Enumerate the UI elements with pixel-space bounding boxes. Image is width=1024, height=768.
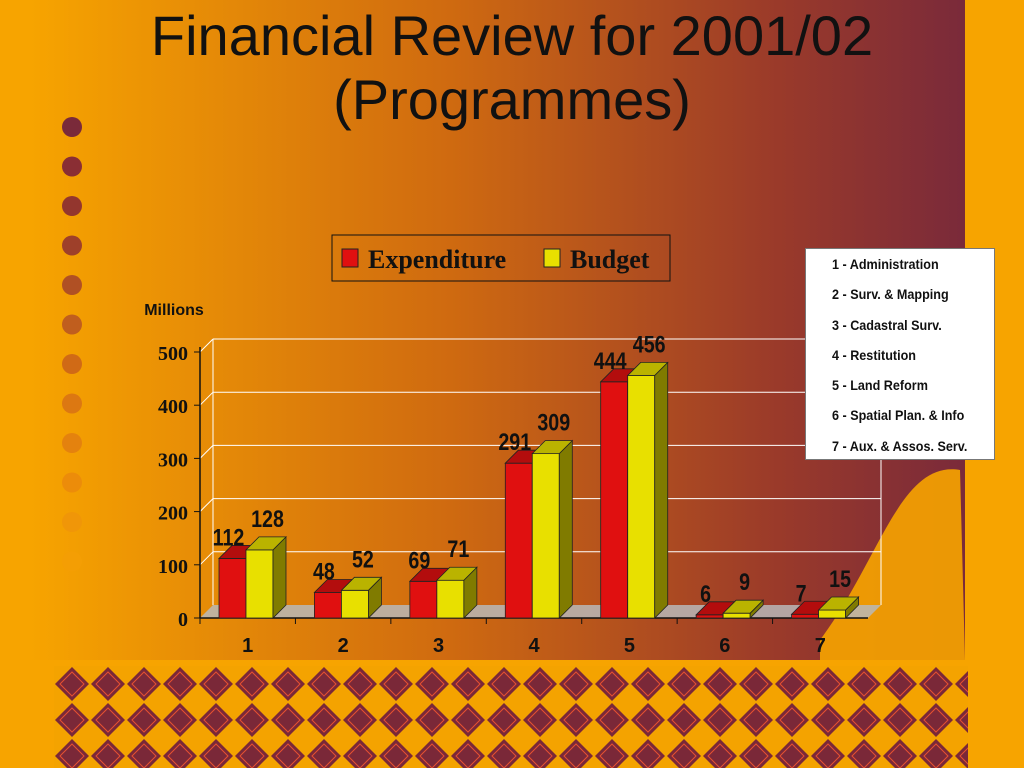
data-label-expenditure-4: 291 <box>498 428 531 455</box>
x-tick-label: 7 <box>815 635 826 657</box>
y-tick-label: 200 <box>158 503 188 525</box>
bar-budget-5 <box>627 375 656 619</box>
programme-legend: 1 - Administration 2 - Surv. & Mapping 3… <box>805 248 995 460</box>
bar-top-budget-3 <box>435 566 478 581</box>
data-label-expenditure-1: 112 <box>213 524 245 551</box>
data-label-budget-7: 15 <box>829 565 851 592</box>
bar-budget-3 <box>436 579 465 619</box>
decorative-dot <box>62 433 82 453</box>
x-tick-label: 5 <box>624 635 635 657</box>
diamond-pattern-strip <box>54 666 968 768</box>
bar-budget-4 <box>531 453 560 619</box>
bar-budget-1 <box>245 549 274 619</box>
gridline-side <box>199 498 214 512</box>
data-label-budget-2: 52 <box>352 545 374 572</box>
gridline-side <box>199 445 214 459</box>
y-axis-label: Millions <box>144 302 204 319</box>
bar-top-budget-4 <box>531 440 574 455</box>
x-tick-label: 1 <box>242 635 253 657</box>
bar-side-budget-1 <box>272 535 287 619</box>
decorative-dot <box>62 275 82 295</box>
bar-expenditure-2 <box>314 592 342 619</box>
decorative-dots <box>62 117 82 572</box>
gridline-side <box>199 338 214 353</box>
data-label-expenditure-7: 7 <box>796 579 807 606</box>
legend-label-budget: Budget <box>570 245 650 274</box>
bar-side-budget-4 <box>558 439 573 619</box>
y-tick-label: 0 <box>178 609 188 631</box>
legend-swatch-budget <box>543 248 561 268</box>
decorative-dot <box>62 393 82 414</box>
decorative-dot <box>62 235 82 256</box>
gridline-side <box>199 551 214 566</box>
decorative-dot <box>62 512 82 532</box>
programme-legend-item-5: 5 - Land Reform <box>832 377 928 394</box>
slide-title-line2: (Programmes) <box>333 68 691 131</box>
bar-expenditure-5 <box>600 381 629 619</box>
bar-top-budget-1 <box>245 536 287 551</box>
bar-budget-2 <box>341 589 369 619</box>
x-tick-label: 2 <box>338 635 349 657</box>
bar-expenditure-1 <box>218 558 247 619</box>
series-legend <box>331 234 671 282</box>
programme-legend-item-6: 6 - Spatial Plan. & Info <box>832 407 965 424</box>
programme-legend-item-4: 4 - Restitution <box>832 346 917 363</box>
data-label-expenditure-5: 444 <box>594 347 628 374</box>
data-label-budget-1: 128 <box>251 505 284 532</box>
slide-title: Financial Review for 2001/02 (Programmes… <box>0 4 1024 132</box>
gradient-panel <box>30 0 965 660</box>
bar-budget-7 <box>818 609 846 619</box>
y-tick-label: 400 <box>158 396 188 418</box>
decorative-dot <box>62 314 82 335</box>
bar-expenditure-7 <box>791 613 819 619</box>
slide-title-line1: Financial Review for 2001/02 <box>150 4 874 67</box>
programme-legend-item-2: 2 - Surv. & Mapping <box>832 286 949 303</box>
legend-swatch-expenditure <box>341 248 359 268</box>
bar-top-budget-7 <box>817 596 860 611</box>
decorative-dot <box>62 472 82 493</box>
decorative-dot <box>62 196 82 216</box>
y-tick-label: 500 <box>158 343 188 365</box>
y-tick-label: 100 <box>158 556 188 578</box>
data-label-expenditure-6: 6 <box>700 580 711 607</box>
gridline-side <box>199 391 214 406</box>
programme-legend-item-1: 1 - Administration <box>832 256 939 272</box>
data-label-expenditure-2: 48 <box>313 558 335 585</box>
bar-budget-6 <box>722 612 751 619</box>
x-tick-label: 6 <box>719 635 730 657</box>
data-label-budget-4: 309 <box>537 409 570 436</box>
data-label-expenditure-3: 69 <box>408 546 430 573</box>
programme-legend-item-3: 3 - Cadastral Surv. <box>832 316 942 333</box>
bar-expenditure-4 <box>504 462 533 619</box>
decorative-dot <box>62 551 82 572</box>
bar-top-budget-5 <box>626 362 669 376</box>
bar-top-budget-2 <box>340 576 383 591</box>
bar-expenditure-6 <box>695 614 724 619</box>
bar-side-budget-5 <box>654 361 669 619</box>
decorative-dot <box>62 156 82 177</box>
bar-top-budget-6 <box>722 599 765 614</box>
legend-label-expenditure: Expenditure <box>368 245 506 274</box>
y-tick-label: 300 <box>158 449 188 471</box>
x-tick-label: 4 <box>528 635 540 657</box>
programme-legend-item-7: 7 - Aux. & Assos. Serv. <box>832 437 968 454</box>
data-label-budget-5: 456 <box>633 331 666 358</box>
data-label-budget-6: 9 <box>739 568 750 595</box>
data-label-budget-3: 71 <box>447 535 469 562</box>
decorative-dot <box>62 354 82 374</box>
decorative-dot <box>62 117 82 137</box>
bar-expenditure-3 <box>409 580 438 619</box>
x-tick-label: 3 <box>433 635 444 657</box>
